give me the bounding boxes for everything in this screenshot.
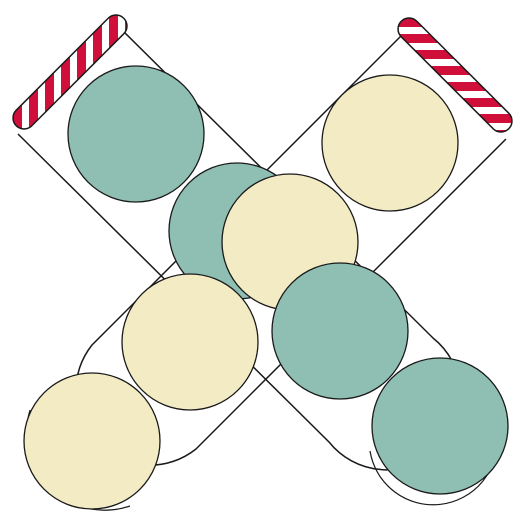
teal-ball[interactable] xyxy=(371,357,509,495)
teal-ball[interactable] xyxy=(271,262,409,400)
cream-ball[interactable] xyxy=(321,74,459,212)
cream-ball[interactable] xyxy=(121,273,259,411)
balls xyxy=(23,65,509,510)
cream-ball[interactable] xyxy=(23,372,161,510)
tube-a-cap[interactable] xyxy=(8,10,131,133)
teal-ball[interactable] xyxy=(67,65,205,203)
